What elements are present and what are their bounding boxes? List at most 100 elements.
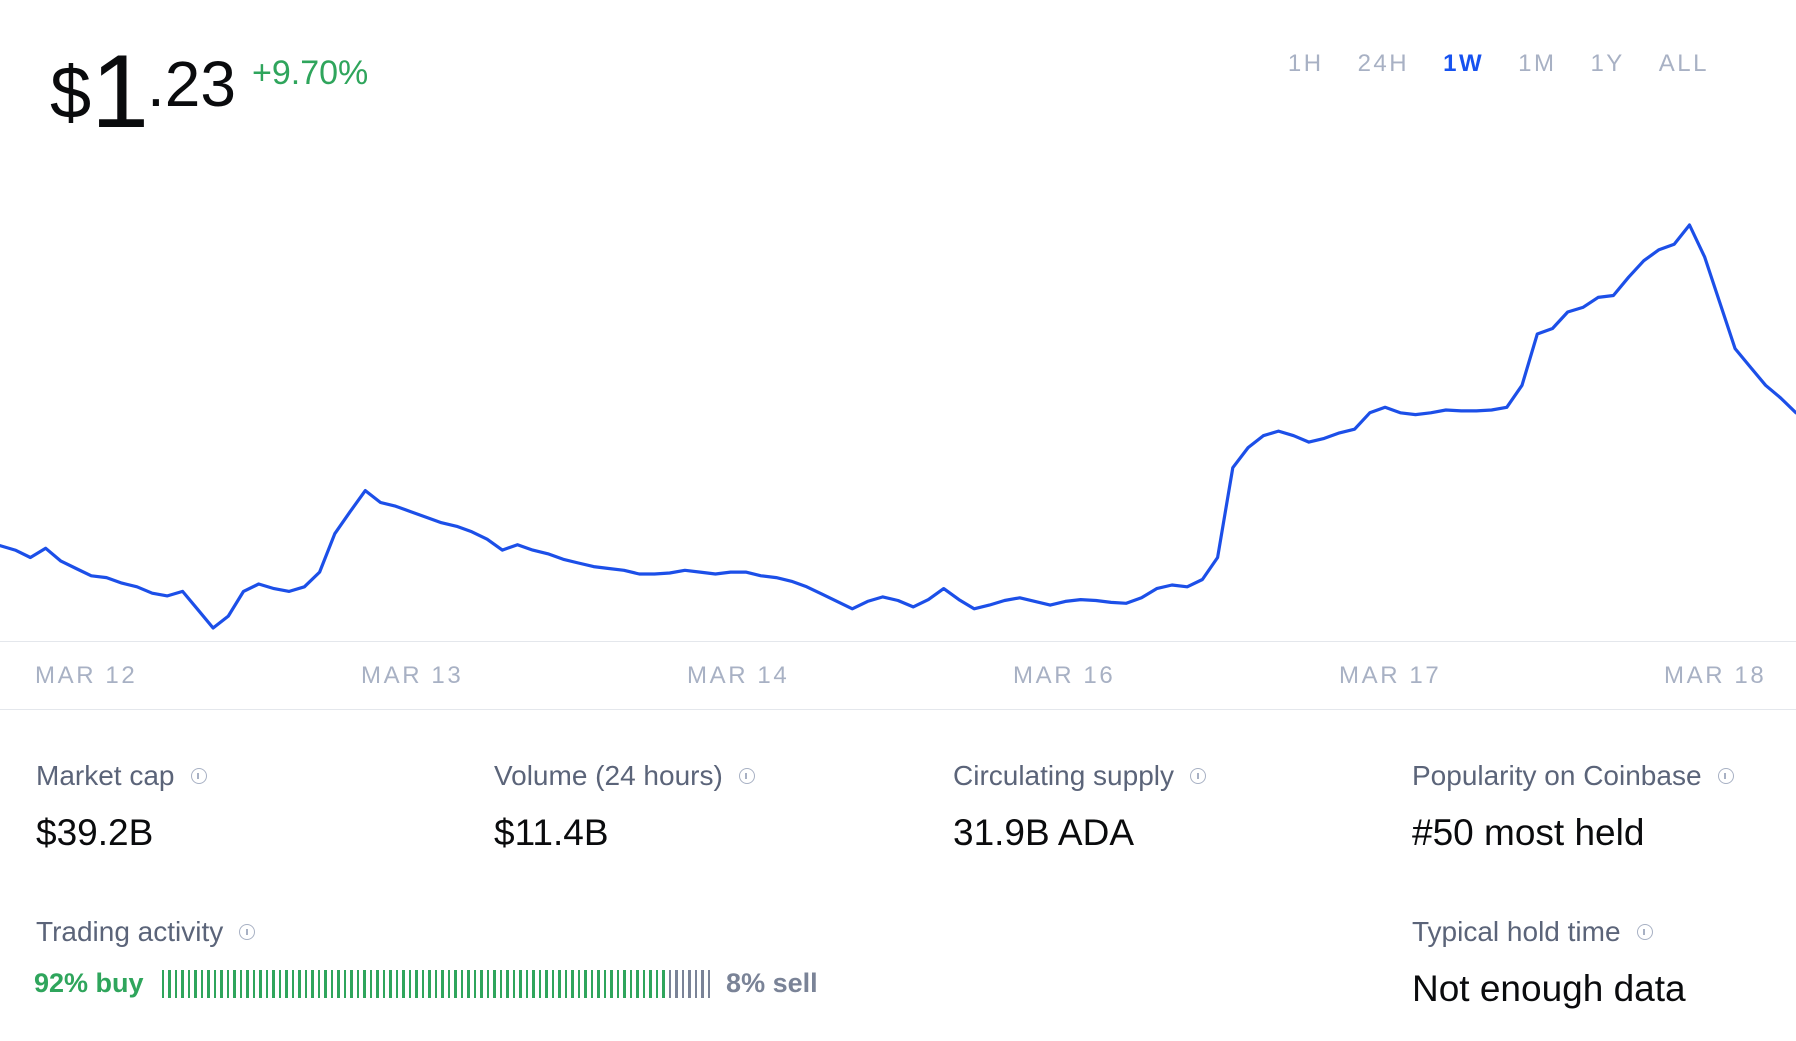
buy-bar [590, 969, 594, 998]
sell-bar [707, 969, 711, 998]
buy-bar [447, 969, 451, 998]
timeframe-selector: 1H 24H 1W 1M 1Y ALL [1271, 46, 1726, 82]
buy-bar [545, 969, 548, 998]
buy-bar [564, 969, 568, 998]
buy-bar [174, 969, 178, 998]
buy-bar [629, 969, 633, 998]
price-change-percent: +9.70% [252, 54, 369, 92]
volume-label: Volume (24 hours) [494, 760, 723, 791]
buy-bar [532, 969, 535, 998]
buy-bar [649, 969, 652, 998]
buy-bar [311, 969, 314, 998]
buy-bar [330, 969, 334, 998]
timeframe-all[interactable]: ALL [1658, 50, 1709, 77]
timeframe-1y[interactable]: 1Y [1590, 50, 1625, 77]
x-tick-label: MAR 14 [687, 662, 790, 689]
buy-bar [278, 969, 282, 998]
stat-trading-activity: Trading activity [36, 916, 256, 948]
hold-time-label: Typical hold time [1412, 916, 1621, 947]
buy-bar [597, 969, 600, 998]
stat-typical-hold-time: Typical hold time Not enough data [1412, 916, 1686, 1010]
info-icon[interactable] [1190, 768, 1206, 784]
buy-bar [506, 969, 509, 998]
buy-bar [324, 969, 327, 998]
buy-bar [376, 969, 379, 998]
buy-bar [239, 969, 243, 998]
buy-bar [428, 969, 431, 998]
buy-percent-label: 92% buy [34, 968, 144, 998]
buy-bar [616, 969, 620, 998]
buy-bar [486, 969, 490, 998]
info-icon[interactable] [239, 924, 256, 940]
buy-bar [233, 969, 236, 998]
buy-bar [181, 969, 184, 998]
buy-bar [194, 969, 197, 998]
x-tick-label: MAR 13 [361, 662, 464, 689]
current-price: $ 1 .23 [50, 40, 236, 144]
buy-bar [636, 969, 639, 998]
buy-bar [226, 969, 230, 998]
market-cap-label: Market cap [36, 760, 175, 791]
volume-value: $11.4B [494, 812, 609, 853]
buy-sell-bars [161, 969, 711, 998]
x-tick-label: MAR 16 [1013, 662, 1116, 689]
sell-bar [701, 969, 704, 998]
price-decimal: .23 [147, 48, 236, 120]
buy-bar [623, 969, 626, 998]
buy-bar [265, 969, 269, 998]
buy-bar [493, 969, 496, 998]
buy-bar [395, 969, 399, 998]
buy-bar [571, 969, 574, 998]
buy-bar [525, 969, 529, 998]
buy-bar [415, 969, 418, 998]
buy-bar [460, 969, 464, 998]
buy-bar [304, 969, 308, 998]
buy-bar [168, 969, 171, 998]
buy-bar [200, 969, 204, 998]
trading-activity-meter: 92% buy 8% sell [34, 968, 818, 999]
buy-bar [402, 969, 405, 998]
buy-bar [551, 969, 555, 998]
buy-bar [642, 969, 646, 998]
buy-bar [473, 969, 477, 998]
buy-bar [382, 969, 386, 998]
buy-bar [350, 969, 353, 998]
timeframe-1h[interactable]: 1H [1287, 50, 1324, 77]
buy-bar [252, 969, 256, 998]
buy-bar [441, 969, 444, 998]
buy-bar [603, 969, 607, 998]
buy-bar [343, 969, 347, 998]
price-integer: 1 [91, 34, 149, 150]
sell-bar [668, 969, 672, 998]
stat-circulating-supply: Circulating supply 31.9B ADA [953, 760, 1206, 854]
buy-bar [454, 969, 457, 998]
buy-bar [317, 969, 321, 998]
stats-divider [0, 709, 1796, 710]
buy-bar [584, 969, 587, 998]
buy-bar [499, 969, 503, 998]
info-icon[interactable] [1717, 768, 1734, 784]
buy-bar [538, 969, 542, 998]
x-axis-labels: MAR 12 MAR 13 MAR 14 MAR 16 MAR 17 MAR 1… [0, 662, 1796, 696]
buy-bar [220, 969, 223, 998]
price-chart[interactable] [0, 150, 1796, 640]
trading-activity-label: Trading activity [36, 916, 224, 947]
info-icon[interactable] [190, 768, 207, 784]
timeframe-24h[interactable]: 24H [1357, 50, 1410, 77]
sell-bar [688, 969, 691, 998]
buy-bar [337, 969, 340, 998]
popularity-label: Popularity on Coinbase [1412, 760, 1702, 791]
timeframe-1w[interactable]: 1W [1443, 50, 1485, 77]
info-icon[interactable] [1636, 924, 1653, 940]
popularity-value: #50 most held [1412, 812, 1645, 853]
circulating-supply-value: 31.9B ADA [953, 812, 1135, 853]
buy-bar [610, 969, 613, 998]
chart-baseline-divider [0, 641, 1796, 642]
buy-bar [356, 969, 360, 998]
buy-bar [272, 969, 275, 998]
info-icon[interactable] [738, 768, 755, 784]
hold-time-value: Not enough data [1412, 968, 1686, 1009]
x-tick-label: MAR 17 [1339, 662, 1442, 689]
timeframe-1m[interactable]: 1M [1518, 50, 1557, 77]
buy-bar [259, 969, 262, 998]
